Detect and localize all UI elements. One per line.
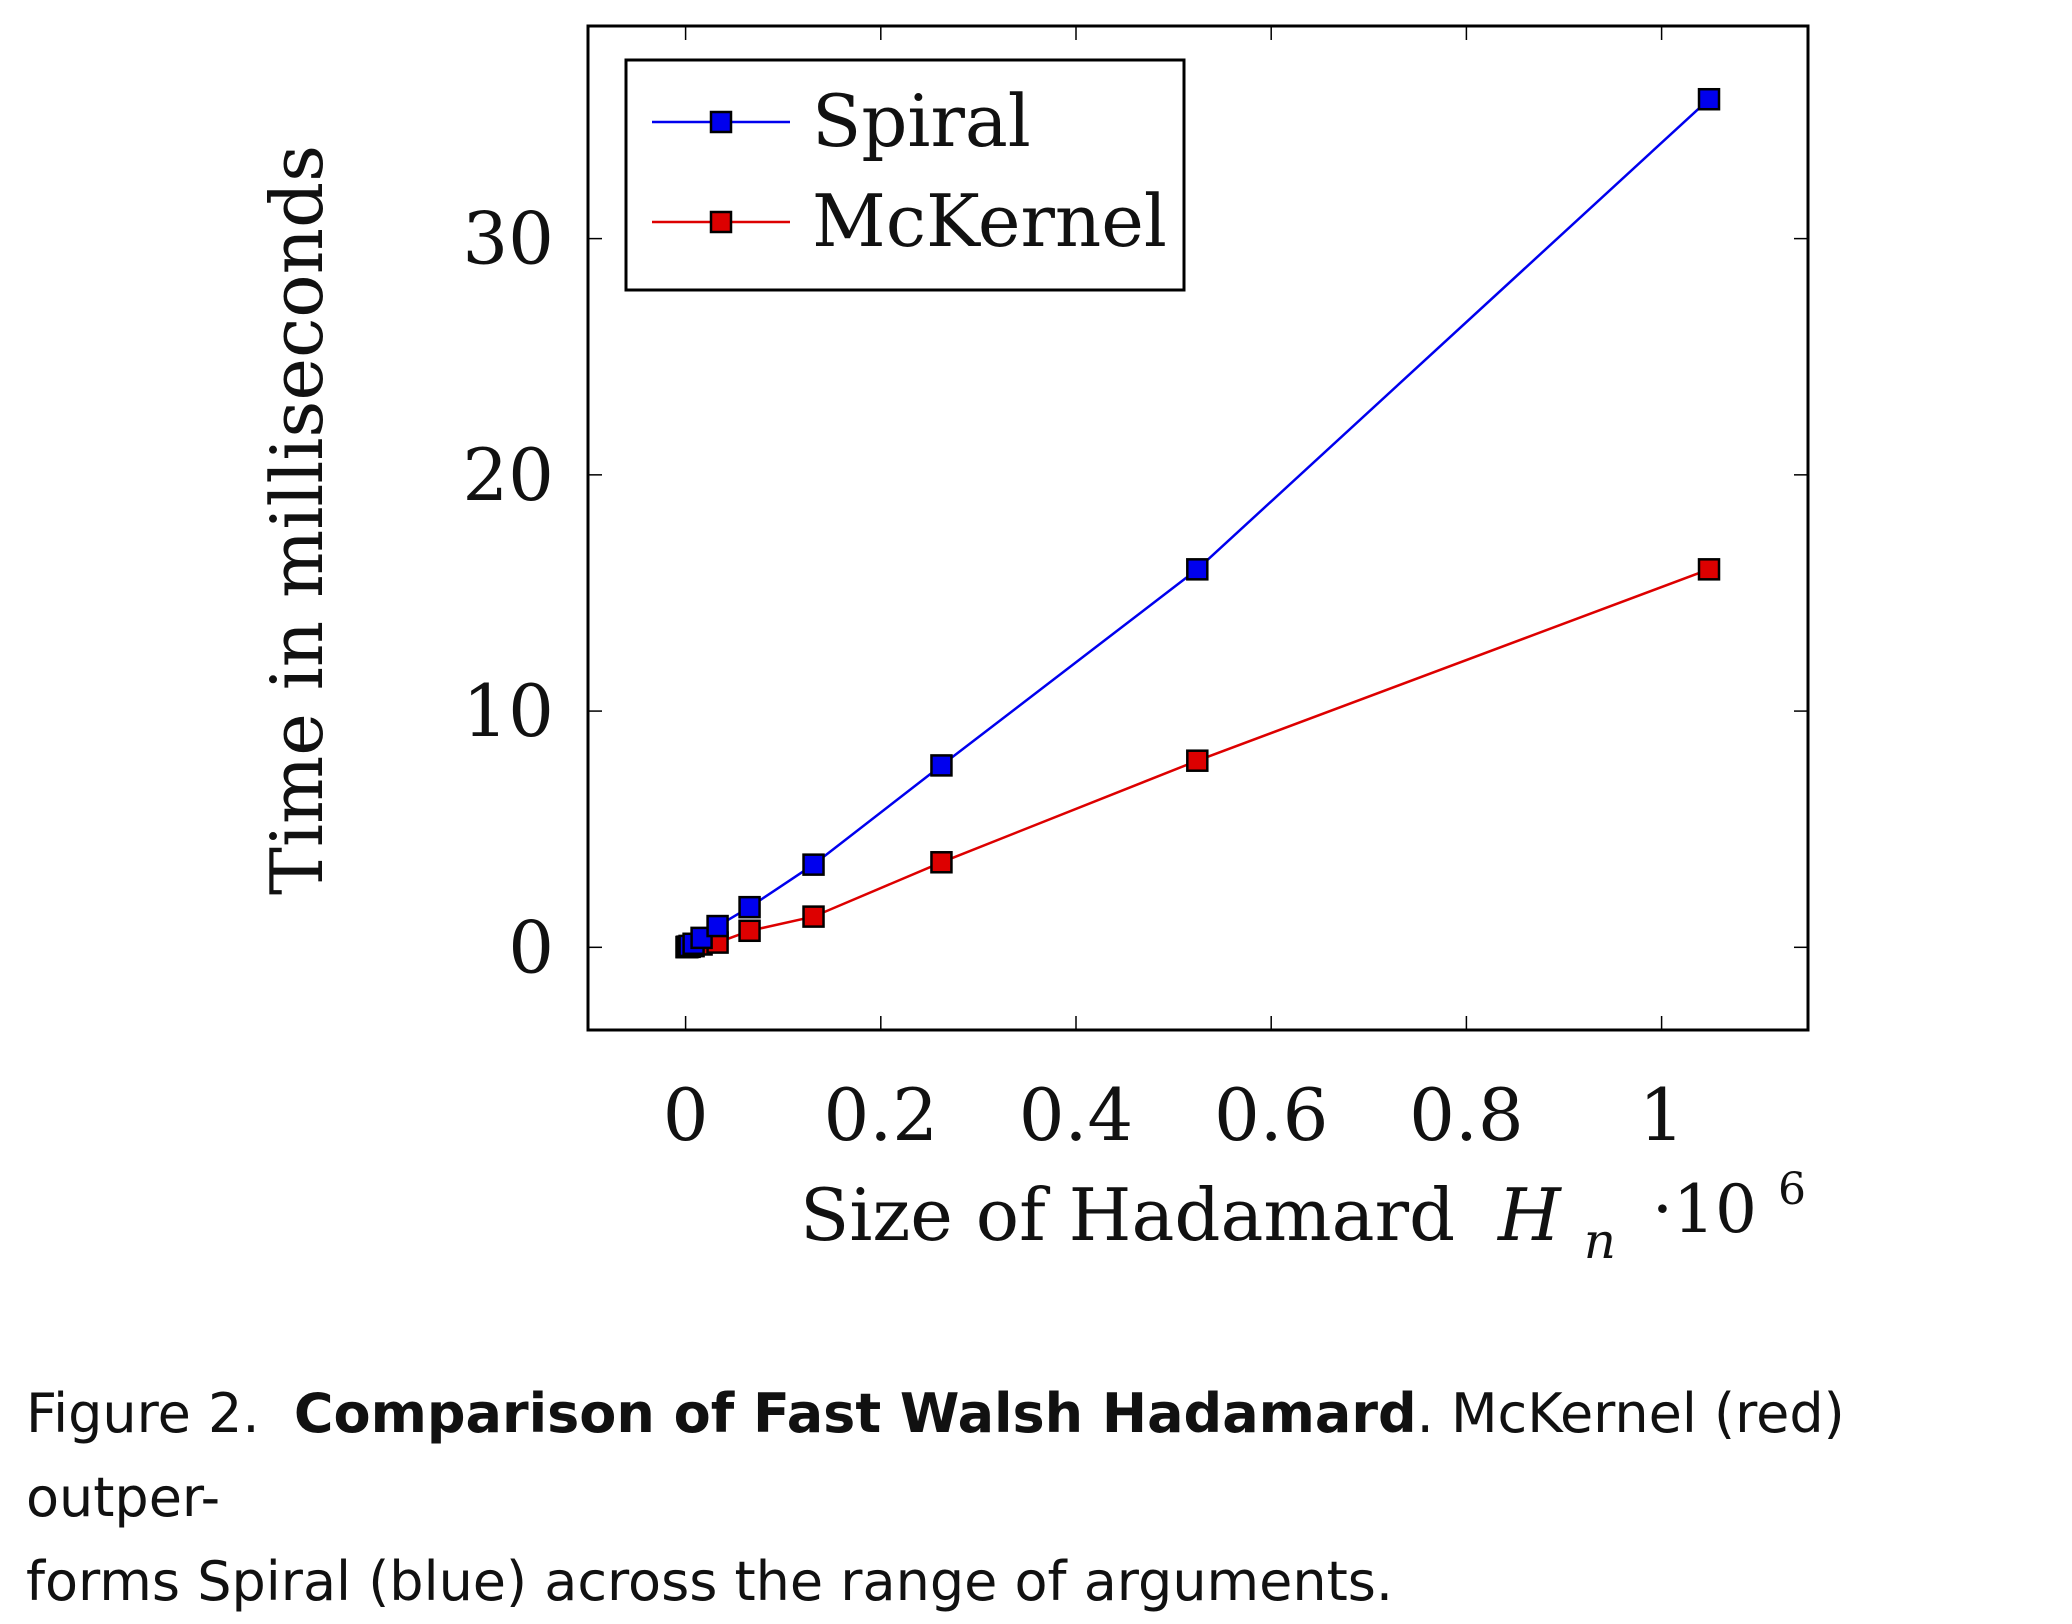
data-point-mckernel	[802, 905, 825, 928]
series-layer	[675, 87, 1721, 959]
x-axis-scale-exponent: 6	[1778, 1164, 1806, 1215]
data-point-spiral	[738, 895, 761, 919]
legend-swatch-marker	[709, 210, 733, 234]
legend-swatch-marker	[709, 110, 733, 134]
x-tick-label: 0.4	[1019, 1073, 1134, 1157]
x-axis-label-subscript: n	[1584, 1212, 1616, 1270]
legend-item-spiral: Spiral	[652, 79, 1031, 163]
data-point-mckernel	[1697, 558, 1721, 581]
data-point-mckernel	[930, 851, 953, 874]
x-tick-label: 0	[663, 1073, 709, 1157]
y-tick-label: 20	[462, 433, 554, 517]
legend-item-mckernel: McKernel	[652, 179, 1167, 263]
caption-line2: forms Spiral (blue) across the range of …	[26, 1550, 1394, 1613]
data-point-spiral	[930, 754, 953, 777]
y-axis-label: Time in milliseconds	[255, 145, 339, 895]
x-tick-label: 0.8	[1409, 1073, 1524, 1157]
data-point-spiral	[1186, 558, 1209, 581]
series-spiral	[675, 87, 1721, 959]
legend-label: Spiral	[812, 79, 1031, 163]
data-point-mckernel	[1186, 749, 1209, 772]
data-point-spiral	[1697, 87, 1721, 111]
plot-area-frame	[586, 24, 1810, 1032]
series-mckernel	[675, 558, 1721, 959]
x-axis-label-math: H	[1496, 1173, 1562, 1257]
x-axis-label-text: Size of Hadamard	[800, 1173, 1455, 1257]
x-axis-scale-factor: ·10 6	[1652, 1164, 1806, 1248]
legend: Spiral McKernel	[624, 58, 1186, 292]
x-tick-label: 0.2	[824, 1073, 939, 1157]
legend-box	[624, 58, 1186, 292]
caption-prefix: Figure 2.	[26, 1382, 260, 1445]
legend-label: McKernel	[812, 179, 1167, 263]
data-point-spiral	[706, 914, 729, 938]
x-tick-label: 0.6	[1214, 1073, 1329, 1157]
x-axis-scale-base: ·10	[1652, 1171, 1757, 1248]
y-tick-label: 0	[508, 905, 554, 989]
x-axis-label: Size of Hadamard H n	[800, 1173, 1616, 1270]
x-tick-label: 1	[1639, 1073, 1685, 1157]
caption-bold-title: Comparison of Fast Walsh Hadamard	[293, 1382, 1417, 1445]
data-point-mckernel	[738, 919, 761, 943]
caption-line1-rest: . McKernel (red) outper-	[26, 1382, 1845, 1529]
figure-caption: Figure 2. Comparison of Fast Walsh Hadam…	[26, 1372, 2056, 1624]
data-point-spiral	[802, 853, 825, 876]
y-tick-label: 30	[462, 197, 554, 281]
y-tick-label: 10	[462, 669, 554, 753]
tick-marks	[588, 26, 1808, 1030]
